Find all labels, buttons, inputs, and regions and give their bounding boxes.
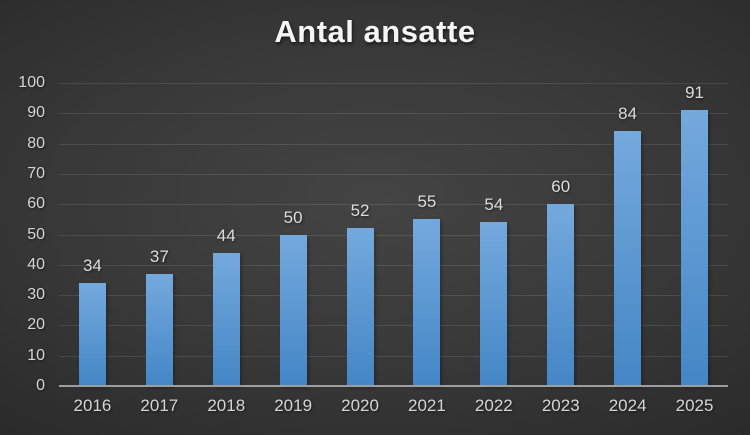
gridline-80 xyxy=(59,143,728,145)
bar-2025 xyxy=(681,110,709,386)
y-axis-label-10: 10 xyxy=(27,346,45,364)
y-axis-label-0: 0 xyxy=(36,377,45,394)
x-axis-label-2016: 2016 xyxy=(73,396,112,415)
data-label-2016: 34 xyxy=(82,255,102,275)
x-axis-label-2018: 2018 xyxy=(207,396,246,415)
gridline-60 xyxy=(59,204,728,206)
gridline-100 xyxy=(59,83,728,84)
y-axis-label-20: 20 xyxy=(27,316,45,334)
gridline-20 xyxy=(59,325,728,327)
data-label-2022: 54 xyxy=(484,195,504,215)
x-axis-label-2021: 2021 xyxy=(408,396,446,415)
data-label-2020: 52 xyxy=(350,201,370,221)
x-axis-line xyxy=(59,385,728,387)
y-axis-label-40: 40 xyxy=(27,255,45,273)
gridline-30 xyxy=(59,295,728,297)
gridline-70 xyxy=(59,173,728,175)
x-axis-label-2025: 2025 xyxy=(675,396,714,415)
chart-title: Antal ansatte xyxy=(274,14,476,49)
bar-2021 xyxy=(413,219,441,386)
gridline-40 xyxy=(59,264,728,266)
bar-2017 xyxy=(145,273,173,386)
data-label-2023: 60 xyxy=(551,177,571,197)
y-axis-label-50: 50 xyxy=(27,225,45,243)
x-axis-label-2017: 2017 xyxy=(140,396,179,415)
x-axis-label-2023: 2023 xyxy=(541,396,580,415)
data-label-2018: 44 xyxy=(216,225,236,245)
plot-area: 0 10 20 30 40 50 60 70 80 90 100 34 2016 37 2017 44 2018… xyxy=(18,75,728,414)
bar-2020 xyxy=(346,228,374,386)
bar-2023 xyxy=(547,204,575,386)
data-label-2019: 50 xyxy=(283,207,303,227)
bar-2019 xyxy=(279,234,307,386)
gridline-50 xyxy=(59,234,728,236)
y-axis-label-100: 100 xyxy=(18,74,45,91)
data-label-2025: 91 xyxy=(685,83,704,103)
x-axis-label-2019: 2019 xyxy=(274,396,313,415)
x-axis-label-2022: 2022 xyxy=(474,396,513,415)
gridline-10 xyxy=(59,355,728,357)
x-axis-label-2024: 2024 xyxy=(608,396,647,415)
x-axis-label-2020: 2020 xyxy=(341,396,379,415)
y-axis-label-80: 80 xyxy=(27,134,45,152)
gridline-90 xyxy=(59,113,728,115)
bar-2018 xyxy=(212,252,240,386)
y-axis-label-60: 60 xyxy=(27,195,45,213)
y-axis-label-30: 30 xyxy=(27,286,45,304)
y-axis-label-70: 70 xyxy=(27,164,45,182)
data-label-2021: 55 xyxy=(417,192,437,212)
data-label-2024: 84 xyxy=(618,104,638,124)
data-label-2017: 37 xyxy=(149,246,169,266)
bar-2016 xyxy=(78,282,106,386)
bar-2024 xyxy=(614,131,642,386)
y-axis-label-90: 90 xyxy=(27,104,45,122)
bar-2022 xyxy=(480,222,508,386)
